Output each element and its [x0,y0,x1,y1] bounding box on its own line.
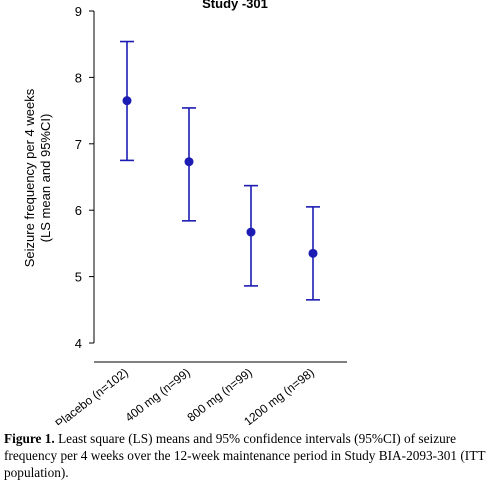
data-point [246,227,256,237]
y-axis-label-line-2: (LS mean and 95%CI) [38,114,53,243]
x-tick-label: Placebo (n=102) [53,365,131,425]
y-tick-label: 8 [75,70,82,85]
figure-caption: Figure 1. Least square (LS) means and 95… [4,430,496,481]
caption-text: Least square (LS) means and 95% confiden… [4,431,486,480]
y-tick-label: 7 [75,137,82,152]
y-axis-label-line-1: Seizure frequency per 4 weeks [22,88,37,267]
data-point [184,157,194,167]
x-tick-label: 400 mg (n=99) [122,365,192,424]
data-point [122,96,132,106]
chart: Study -301 Seizure frequency per 4 weeks… [22,0,347,425]
y-tick-label: 4 [75,336,82,351]
x-tick-labels: Placebo (n=102)400 mg (n=99)800 mg (n=99… [53,365,317,425]
y-tick-label: 9 [75,4,82,19]
y-tick-label: 6 [75,203,82,218]
data-points [120,40,320,301]
chart-title: Study -301 [202,0,268,11]
y-tick-label: 5 [75,270,82,285]
data-point [308,248,318,258]
caption-label: Figure 1. [4,431,55,446]
y-ticks: 4 5 6 7 8 9 [75,4,94,351]
